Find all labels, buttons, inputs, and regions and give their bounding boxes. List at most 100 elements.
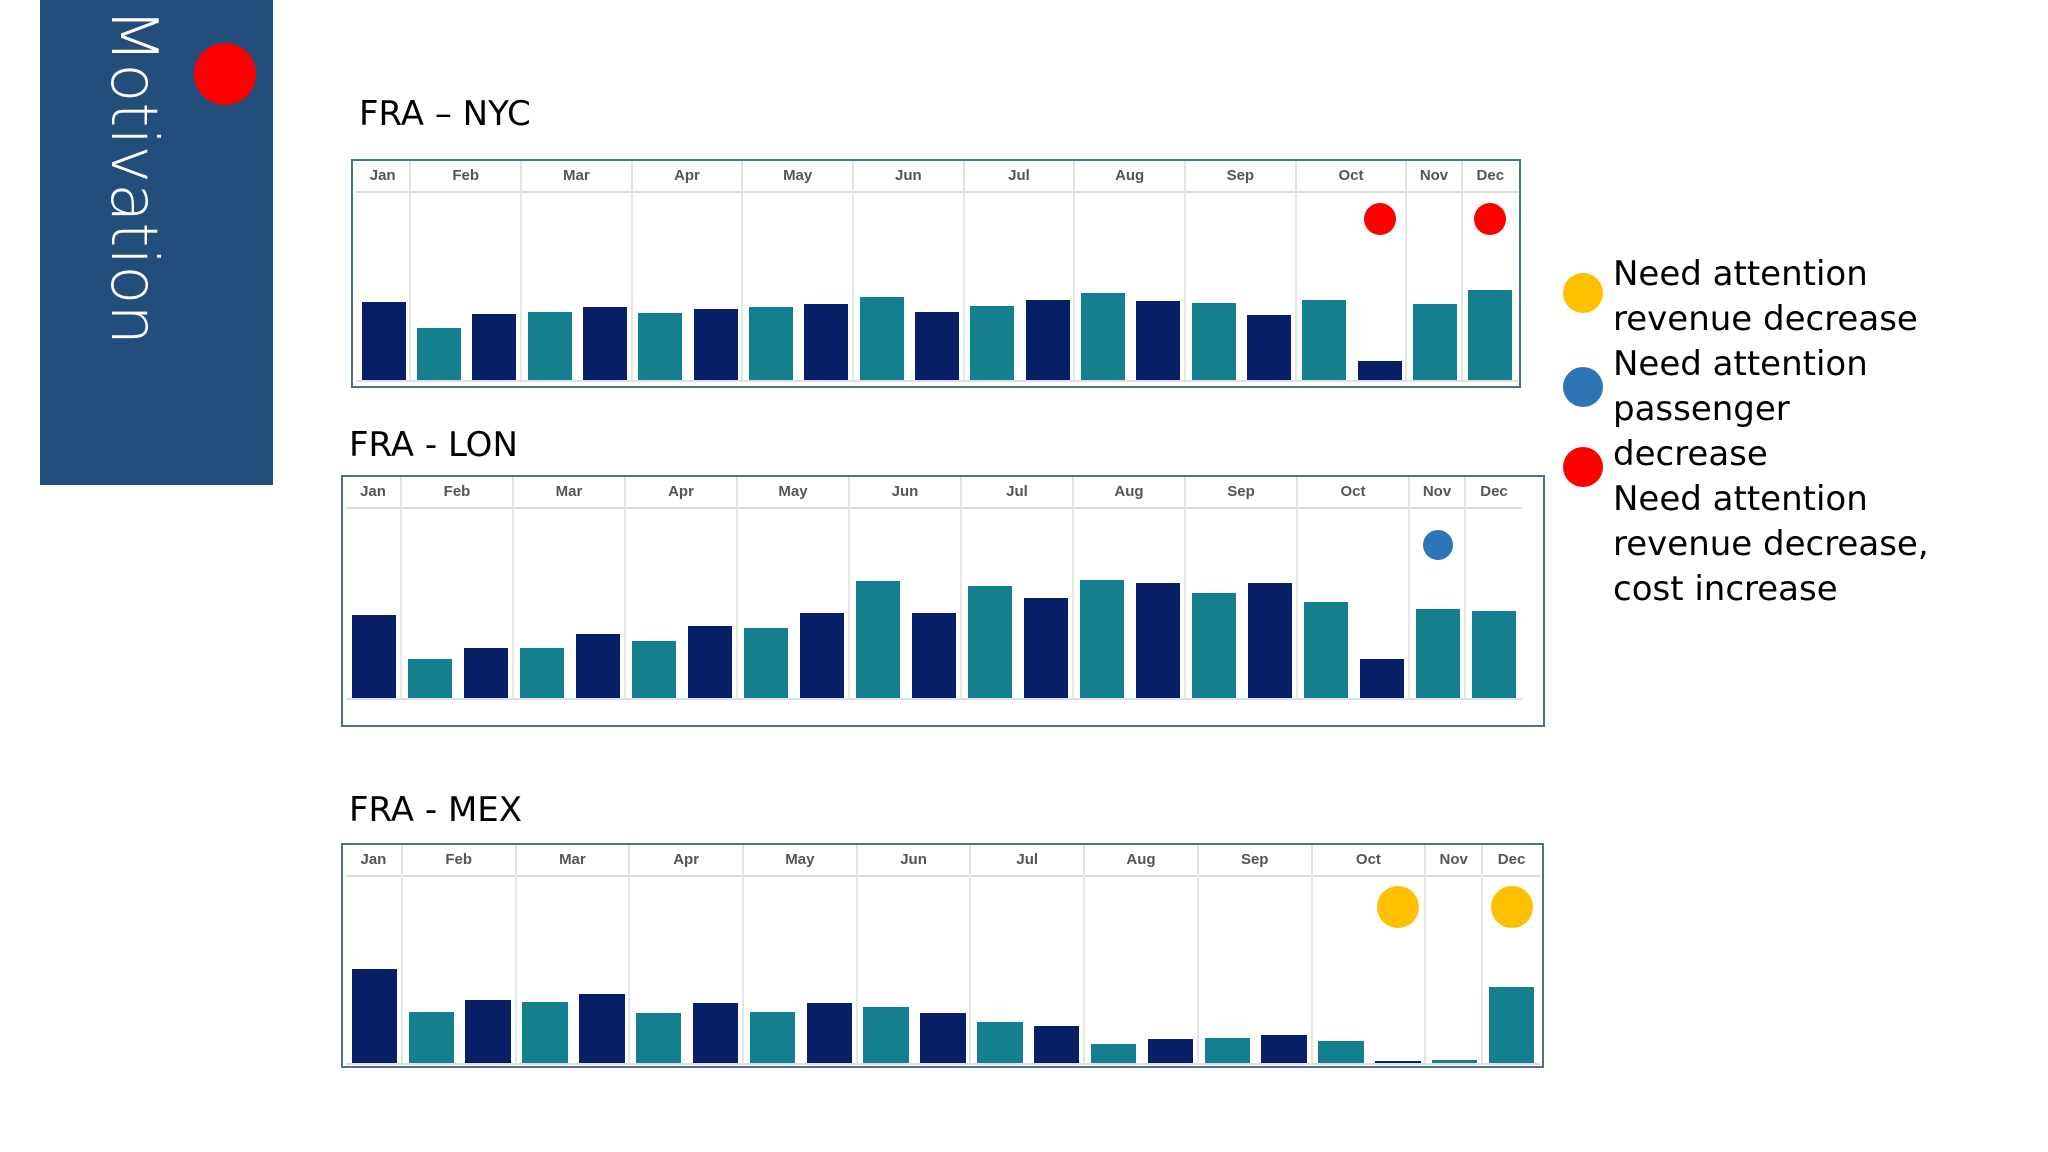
legend-blue-dot-icon <box>1563 367 1603 407</box>
chart-fra-mex: Jan Feb Mar Apr May Jun Jul Aug Sep Oct Nov Dec <box>341 843 1544 1068</box>
attention-flag-dot-icon <box>1376 886 1419 928</box>
month-divider <box>1072 507 1074 698</box>
bar-teal <box>967 585 1013 698</box>
bar-navy <box>1023 597 1069 698</box>
bar-teal <box>631 641 677 698</box>
bar-navy <box>472 314 517 380</box>
month-label-dec: Dec <box>1480 483 1508 500</box>
month-divider <box>400 507 402 698</box>
section-title: Motivation <box>96 8 170 345</box>
bar-navy <box>687 625 733 698</box>
bar-teal <box>1303 602 1349 698</box>
bar-navy <box>465 999 511 1063</box>
month-divider <box>1481 875 1484 1063</box>
month-label-sep: Sep <box>1186 477 1298 507</box>
bar-teal <box>1204 1037 1251 1063</box>
month-divider <box>960 507 962 698</box>
month-divider <box>1460 191 1463 380</box>
month-divider <box>409 191 412 380</box>
bar-teal <box>1431 1059 1478 1063</box>
month-divider <box>512 507 514 698</box>
month-label-dec: Dec <box>1497 851 1526 868</box>
section-status-dot-icon <box>194 43 256 105</box>
chart-fra-lon: Jan Feb Mar Apr May Jun Jul Aug Sep Oct Nov Dec <box>341 475 1545 727</box>
month-divider <box>1184 507 1186 698</box>
bar-navy <box>582 307 628 380</box>
attention-flag-dot-icon <box>1474 203 1507 235</box>
bar-teal <box>748 307 794 380</box>
bar-navy <box>1247 583 1293 698</box>
month-label-jan: Jan <box>346 477 402 507</box>
legend-yellow-dot-icon <box>1563 273 1603 313</box>
month-label-jun: Jun <box>850 477 962 507</box>
bar-navy <box>804 304 849 380</box>
plot-area <box>346 509 1522 698</box>
legend-line: revenue decrease <box>1613 299 1918 339</box>
month-divider <box>630 191 633 380</box>
month-label-jul: Jul <box>962 477 1074 507</box>
month-divider <box>1196 875 1199 1063</box>
month-label-may: May <box>743 161 854 191</box>
bar-teal <box>638 313 683 380</box>
month-label-nov: Nov <box>1407 161 1463 191</box>
bar-teal <box>1488 986 1535 1063</box>
bar-teal <box>970 306 1015 380</box>
month-divider <box>848 507 850 698</box>
bar-teal <box>749 1011 796 1063</box>
bar-teal <box>416 328 462 380</box>
month-divider <box>969 875 972 1063</box>
bar-navy <box>351 968 398 1063</box>
month-divider <box>742 875 744 1063</box>
bar-navy <box>693 309 738 380</box>
month-divider <box>400 875 403 1063</box>
month-divider <box>1310 875 1313 1063</box>
month-label-jul: Jul <box>971 845 1086 875</box>
month-label-oct: Oct <box>1313 845 1427 875</box>
month-label-apr: Apr <box>630 845 744 875</box>
bar-teal <box>407 659 453 698</box>
month-label-mar: Mar <box>514 477 626 507</box>
bar-navy <box>1147 1038 1194 1063</box>
month-label-may: May <box>738 477 850 507</box>
month-header: Jan Feb Mar Apr May Jun Jul Aug Sep Oct Nov Dec <box>356 161 1518 193</box>
month-divider <box>520 191 522 380</box>
bar-navy <box>911 612 957 698</box>
legend-red-dot-icon <box>1563 447 1603 487</box>
bar-teal <box>1191 592 1237 698</box>
legend-line: revenue decrease, <box>1613 524 1929 564</box>
bar-teal <box>408 1011 455 1063</box>
x-axis-baseline <box>346 698 1522 700</box>
bar-navy <box>351 615 397 698</box>
bar-teal <box>743 628 789 698</box>
bar-navy <box>914 312 960 380</box>
month-label-feb: Feb <box>411 161 522 191</box>
bar-teal <box>855 581 901 698</box>
month-divider <box>514 875 517 1063</box>
bar-navy <box>920 1012 966 1063</box>
month-divider <box>1296 507 1298 698</box>
month-divider <box>1184 191 1186 380</box>
bar-navy <box>463 648 509 698</box>
month-label-feb: Feb <box>402 477 514 507</box>
month-label-oct: Oct <box>1297 161 1408 191</box>
x-axis-baseline <box>356 380 1518 382</box>
bar-navy <box>1033 1025 1080 1063</box>
bar-navy <box>806 1002 853 1063</box>
bar-teal <box>1415 609 1461 698</box>
month-label-nov: Nov <box>1410 477 1466 507</box>
month-label-apr: Apr <box>626 477 738 507</box>
bar-teal <box>863 1006 909 1063</box>
month-label-jan: Jan <box>356 161 412 191</box>
month-label-feb: Feb <box>403 845 517 875</box>
month-label-sep: Sep <box>1186 161 1297 191</box>
legend-text: Need attention revenue decrease Need att… <box>1613 252 2048 612</box>
section-sidebar: Motivation <box>40 0 273 485</box>
bar-navy <box>1261 1034 1307 1063</box>
bar-teal <box>1318 1040 1364 1063</box>
attention-flag-dot-icon <box>1423 530 1453 560</box>
month-label-oct: Oct <box>1298 477 1410 507</box>
chart-fra-nyc: Jan Feb Mar Apr May Jun Jul Aug Sep Oct Nov Dec <box>351 159 1521 388</box>
bar-teal <box>519 648 565 698</box>
month-header: Jan Feb Mar Apr May Jun Jul Aug Sep Oct Nov Dec <box>346 845 1540 877</box>
month-label-apr: Apr <box>633 161 744 191</box>
